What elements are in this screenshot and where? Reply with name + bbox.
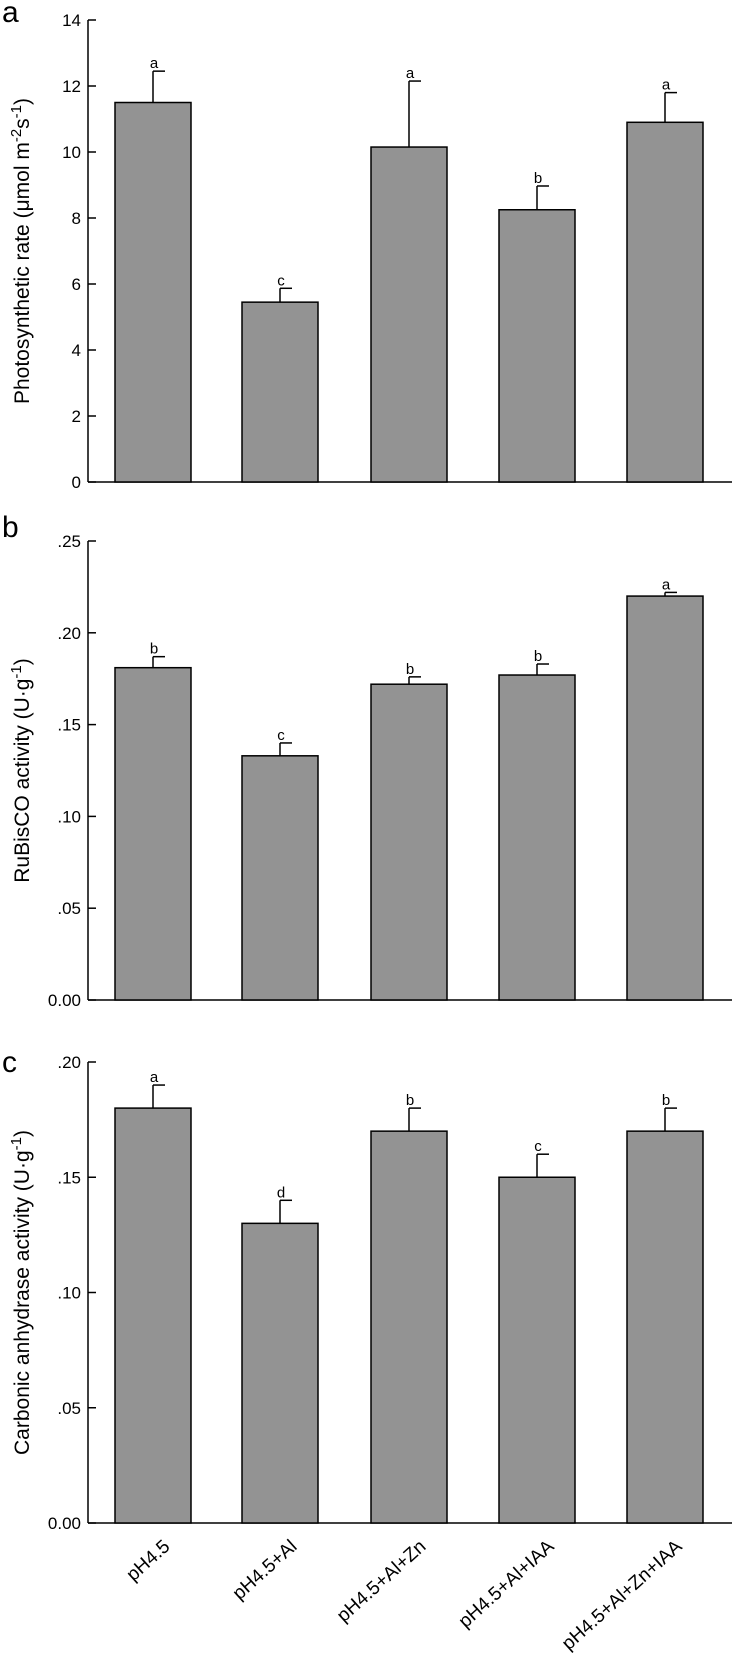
bar-pH4.5+Al+IAA <box>498 209 576 483</box>
panel-c: c 0.00 .05 .10 .15 .20 Carbonic anhydrase acti… <box>2 1046 732 1655</box>
panel-b: b 0.00 .05 .10 .15 .20 .25 RuBisCO activity (U·… <box>2 511 732 1010</box>
y-tick-label: 0.00 <box>48 991 81 1010</box>
y-axis-label: RuBisCO activity (U·g-1) <box>8 658 35 883</box>
y-tick-label: 12 <box>62 77 81 96</box>
significance-letter: b <box>406 661 414 678</box>
y-tick-label: .10 <box>57 1284 81 1303</box>
significance-letter: a <box>662 576 671 593</box>
significance-letter: c <box>277 272 285 289</box>
panel-a: a 0 2 4 6 8 10 12 14 Photosynthetic rate (μmol m-… <box>2 0 732 492</box>
x-tick-label: pH4.5+Al <box>229 1536 302 1604</box>
y-tick-label: .25 <box>57 532 81 551</box>
y-tick-label: .05 <box>57 899 81 918</box>
bar-pH4.5 <box>114 101 192 483</box>
bar-pH4.5+Al+Zn <box>370 683 448 1001</box>
bar-pH4.5+Al+Zn+IAA <box>626 1130 704 1524</box>
bar-pH4.5+Al+Zn <box>370 146 448 483</box>
y-tick-label: 0 <box>72 473 81 492</box>
y-tick-label: 6 <box>72 275 81 294</box>
significance-letter: a <box>662 77 671 94</box>
bar-pH4.5+Al+IAA <box>498 1176 576 1524</box>
y-tick-label: .05 <box>57 1399 81 1418</box>
bar-pH4.5+Al+IAA <box>498 674 576 1001</box>
y-tick-label: 14 <box>62 11 81 30</box>
significance-letter: b <box>534 170 542 187</box>
significance-letter: c <box>534 1138 542 1155</box>
bar-pH4.5 <box>114 1107 192 1524</box>
significance-letter: a <box>150 1069 159 1086</box>
y-axis-label: Carbonic anhydrase activity (U·g-1) <box>8 1130 35 1455</box>
significance-letter: b <box>662 1092 670 1109</box>
bar-pH4.5+Al <box>241 301 319 483</box>
y-tick-label: 0.00 <box>48 1514 81 1533</box>
significance-letter: b <box>534 648 542 665</box>
significance-letter: c <box>277 727 285 744</box>
y-tick-label: .20 <box>57 1053 81 1072</box>
y-tick-label: 10 <box>62 143 81 162</box>
significance-letter: d <box>277 1184 285 1201</box>
x-tick-label: pH4.5+Al+Zn <box>333 1536 430 1627</box>
significance-letter: a <box>406 65 415 82</box>
y-tick-label: .20 <box>57 624 81 643</box>
bar-pH4.5+Al <box>241 1222 319 1524</box>
x-tick-label: pH4.5+Al+IAA <box>455 1536 559 1632</box>
y-tick-label: 8 <box>72 209 81 228</box>
y-tick-label: .10 <box>57 807 81 826</box>
significance-letter: b <box>406 1092 414 1109</box>
panel-label: c <box>2 1046 17 1079</box>
bar-pH4.5+Al+Zn+IAA <box>626 121 704 483</box>
bar-pH4.5 <box>114 666 192 1001</box>
x-tick-label: pH4.5+Al+Zn+IAA <box>558 1536 687 1655</box>
bar-pH4.5+Al+Zn <box>370 1130 448 1524</box>
significance-letter: b <box>150 641 158 658</box>
y-tick-label: 2 <box>72 407 81 426</box>
panel-label: a <box>2 0 19 29</box>
y-axis-label: Photosynthetic rate (μmol m-2s-1) <box>8 98 35 404</box>
x-tick-label: pH4.5 <box>123 1536 175 1586</box>
panel-label: b <box>2 511 19 544</box>
y-tick-label: .15 <box>57 1168 81 1187</box>
y-tick-label: .15 <box>57 716 81 735</box>
bar-pH4.5+Al <box>241 755 319 1001</box>
significance-letter: a <box>150 55 159 72</box>
y-tick-label: 4 <box>72 341 81 360</box>
bar-pH4.5+Al+Zn+IAA <box>626 595 704 1001</box>
